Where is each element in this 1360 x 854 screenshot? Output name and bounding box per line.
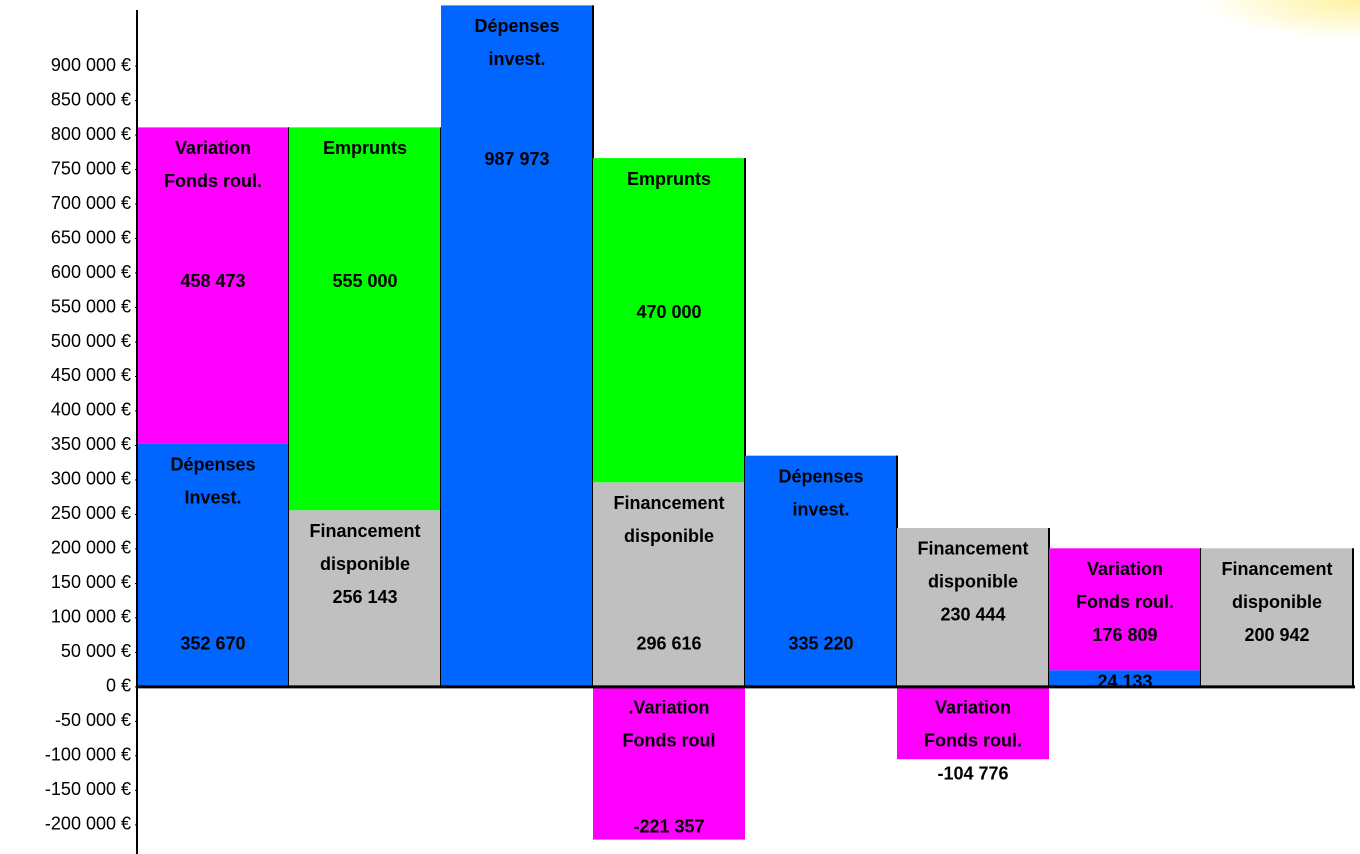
corner-glow xyxy=(1200,0,1360,40)
block-label: Invest. xyxy=(184,487,241,507)
y-tick-label: 750 000 € xyxy=(51,158,131,178)
block xyxy=(897,686,1049,760)
block-label: Fonds roul xyxy=(623,731,716,751)
value-label: 176 809 xyxy=(1092,625,1157,645)
block-label: disponible xyxy=(624,526,714,546)
block xyxy=(897,527,1049,687)
block-label: Variation xyxy=(935,698,1011,718)
block-label: Fonds roul. xyxy=(164,171,262,191)
value-label: 555 000 xyxy=(332,271,397,291)
y-tick-label: -200 000 € xyxy=(45,814,131,834)
block xyxy=(593,158,745,483)
y-tick-label: 800 000 € xyxy=(51,124,131,144)
block-label: Financement xyxy=(1221,559,1332,579)
y-tick-label: 850 000 € xyxy=(51,89,131,109)
block-label: Emprunts xyxy=(627,169,711,189)
block-label: disponible xyxy=(1232,592,1322,612)
value-label: -104 776 xyxy=(937,764,1008,784)
y-tick-label: 650 000 € xyxy=(51,227,131,247)
block xyxy=(1049,548,1201,671)
block xyxy=(289,127,441,511)
block-label: Variation xyxy=(175,138,251,158)
block xyxy=(593,482,745,687)
y-tick-label: 350 000 € xyxy=(51,434,131,454)
y-tick-label: 0 € xyxy=(106,676,131,696)
y-tick-label: 450 000 € xyxy=(51,365,131,385)
y-tick-label: 100 000 € xyxy=(51,607,131,627)
y-tick-label: 200 000 € xyxy=(51,538,131,558)
block-label: Financement xyxy=(309,521,420,541)
value-label: 470 000 xyxy=(636,302,701,322)
value-label: -221 357 xyxy=(633,816,704,836)
block xyxy=(137,127,289,444)
y-tick-label: 50 000 € xyxy=(61,641,131,661)
value-label: 256 143 xyxy=(332,587,397,607)
y-tick-label: 150 000 € xyxy=(51,572,131,592)
block-label: Dépenses xyxy=(474,16,559,36)
block-label: .Variation xyxy=(628,698,709,718)
block xyxy=(441,5,593,687)
block xyxy=(745,455,897,687)
value-label: 335 220 xyxy=(788,634,853,654)
block-label: Fonds roul. xyxy=(1076,592,1174,612)
block-label: Financement xyxy=(613,493,724,513)
y-tick-label: 400 000 € xyxy=(51,400,131,420)
block-label: Emprunts xyxy=(323,138,407,158)
block-label: invest. xyxy=(488,49,545,69)
y-tick-label: 500 000 € xyxy=(51,331,131,351)
value-label: 230 444 xyxy=(940,605,1005,625)
value-label: 296 616 xyxy=(636,634,701,654)
value-label: 987 973 xyxy=(484,149,549,169)
block xyxy=(1049,670,1201,687)
block-label: Variation xyxy=(1087,559,1163,579)
block-label: Dépenses xyxy=(778,466,863,486)
block xyxy=(289,510,441,687)
y-tick-label: 300 000 € xyxy=(51,469,131,489)
block xyxy=(137,443,289,687)
value-label: 458 473 xyxy=(180,271,245,291)
y-tick-label: 600 000 € xyxy=(51,262,131,282)
y-tick-label: 700 000 € xyxy=(51,193,131,213)
y-tick-label: 250 000 € xyxy=(51,503,131,523)
block xyxy=(593,686,745,840)
y-tick-label: -50 000 € xyxy=(55,710,131,730)
block-label: Fonds roul. xyxy=(924,731,1022,751)
value-label: 200 942 xyxy=(1244,625,1309,645)
y-tick-label: 900 000 € xyxy=(51,55,131,75)
y-tick-label: -100 000 € xyxy=(45,745,131,765)
value-label: 352 670 xyxy=(180,634,245,654)
block-label: Dépenses xyxy=(170,454,255,474)
y-tick-label: -150 000 € xyxy=(45,779,131,799)
block-label: invest. xyxy=(792,499,849,519)
block-label: disponible xyxy=(320,554,410,574)
block-label: disponible xyxy=(928,572,1018,592)
y-tick-label: 550 000 € xyxy=(51,296,131,316)
block-label: Financement xyxy=(917,539,1028,559)
block xyxy=(1201,548,1353,687)
